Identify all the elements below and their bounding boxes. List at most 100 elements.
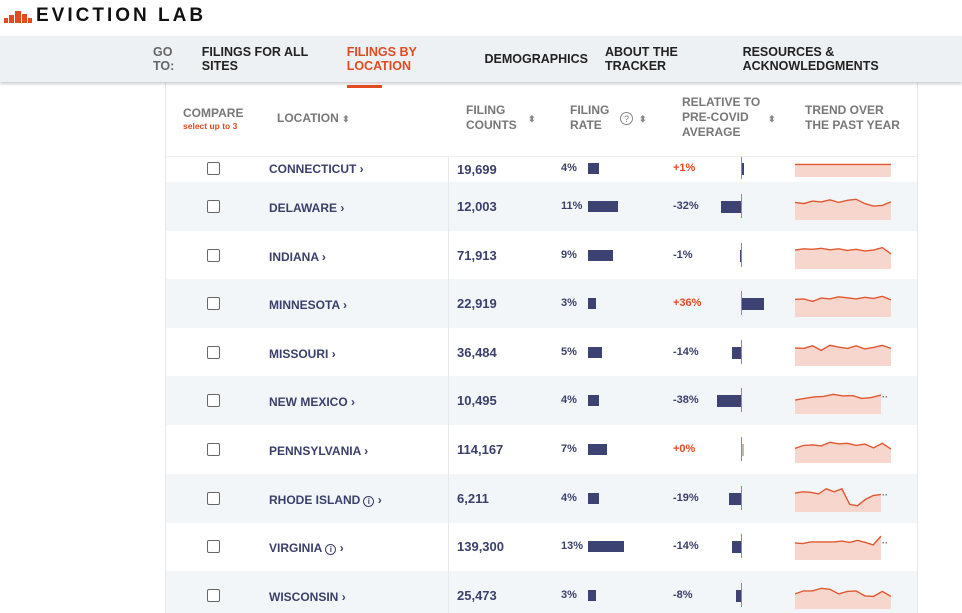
location-link[interactable]: VIRGINIA i › bbox=[269, 541, 344, 556]
nav-resources[interactable]: RESOURCES & ACKNOWLEDGMENTS bbox=[742, 45, 879, 73]
location-link[interactable]: MISSOURI › bbox=[269, 346, 336, 361]
table-row: VIRGINIA i › 139,300 13% -14% ·· bbox=[166, 522, 917, 571]
relative-bar bbox=[742, 298, 765, 311]
compare-checkbox[interactable] bbox=[207, 540, 220, 554]
compare-checkbox[interactable] bbox=[207, 297, 220, 311]
info-icon[interactable]: i bbox=[325, 544, 337, 556]
trend-area bbox=[795, 296, 891, 318]
location-link[interactable]: MINNESOTA › bbox=[269, 298, 348, 313]
location-link[interactable]: DELAWARE › bbox=[269, 201, 345, 215]
filing-rate-bar bbox=[588, 541, 624, 553]
filing-rate-bar bbox=[588, 249, 613, 261]
relative-header[interactable]: RELATIVE TO PRE-COVID AVERAGE bbox=[682, 95, 761, 139]
trend-sparkline bbox=[795, 441, 892, 463]
info-icon[interactable]: i bbox=[363, 495, 375, 507]
filing-count: 25,473 bbox=[457, 587, 497, 603]
trend-line bbox=[795, 246, 892, 255]
filing-rate-bar bbox=[588, 346, 602, 358]
trend-line bbox=[795, 587, 892, 597]
filing-rate-bar bbox=[588, 589, 597, 601]
filing-rate: 4% bbox=[561, 394, 577, 407]
relative-bar bbox=[742, 163, 744, 175]
relative-bar bbox=[721, 201, 741, 213]
filing-rate-bar bbox=[588, 163, 599, 174]
compare-header: COMPARE select up to 3 bbox=[183, 106, 244, 131]
filing-rate: 4% bbox=[561, 491, 577, 504]
help-icon[interactable]: ? bbox=[620, 112, 633, 125]
filing-rate-header[interactable]: FILING RATE bbox=[570, 103, 610, 132]
nav-about-tracker[interactable]: ABOUT THE TRACKER bbox=[604, 45, 678, 73]
trend-sparkline: ·· bbox=[795, 487, 888, 512]
compare-checkbox[interactable] bbox=[207, 200, 220, 213]
filing-rate-bar bbox=[588, 395, 599, 407]
location-link[interactable]: INDIANA › bbox=[269, 249, 326, 264]
sort-icon[interactable]: ⬍ bbox=[342, 114, 350, 124]
baseline-marker bbox=[741, 194, 742, 218]
column-divider bbox=[448, 82, 449, 613]
trend-continuation-dots: ·· bbox=[882, 538, 888, 548]
trend-sparkline bbox=[795, 246, 892, 269]
filing-count: 36,484 bbox=[457, 344, 497, 360]
table-row: DELAWARE › 12,003 11% -32% bbox=[166, 182, 917, 231]
trend-sparkline bbox=[795, 344, 892, 366]
location-link[interactable]: CONNECTICUT › bbox=[269, 162, 364, 176]
filing-count: 71,913 bbox=[457, 247, 497, 263]
sort-icon[interactable]: ⬍ bbox=[768, 114, 776, 124]
filing-rate: 3% bbox=[561, 588, 577, 601]
filing-rate: 3% bbox=[561, 297, 577, 310]
logo[interactable]: EVICTION LAB bbox=[4, 5, 206, 27]
baseline-marker bbox=[741, 437, 742, 461]
compare-checkbox[interactable] bbox=[207, 394, 220, 408]
compare-checkbox[interactable] bbox=[207, 345, 220, 359]
location-link[interactable]: NEW MEXICO › bbox=[269, 395, 356, 410]
compare-checkbox[interactable] bbox=[207, 588, 220, 602]
chevron-right-icon: › bbox=[359, 162, 364, 176]
trend-sparkline: ·· bbox=[795, 535, 888, 561]
trend-area bbox=[795, 488, 881, 512]
relative-value: -38% bbox=[673, 394, 699, 407]
trend-sparkline bbox=[795, 198, 892, 220]
compare-checkbox[interactable] bbox=[207, 491, 220, 505]
table-row: RHODE ISLAND i › 6,211 4% -19% ·· bbox=[166, 473, 917, 523]
relative-value: +36% bbox=[673, 297, 702, 310]
chevron-right-icon: › bbox=[351, 395, 356, 410]
compare-checkbox[interactable] bbox=[207, 248, 220, 262]
trend-area bbox=[795, 442, 891, 463]
trend-area bbox=[795, 536, 881, 561]
trend-area bbox=[795, 247, 891, 269]
sort-icon[interactable]: ⬍ bbox=[639, 114, 647, 124]
nav-demographics[interactable]: DEMOGRAPHICS bbox=[484, 52, 588, 66]
relative-value: -1% bbox=[673, 248, 693, 261]
relative-value: +1% bbox=[673, 162, 696, 174]
trend-sparkline bbox=[795, 587, 892, 609]
filing-rate: 4% bbox=[561, 162, 577, 174]
relative-bar bbox=[742, 444, 744, 456]
compare-checkbox[interactable] bbox=[207, 162, 220, 175]
filing-count: 10,495 bbox=[457, 393, 497, 409]
location-link[interactable]: WISCONSIN › bbox=[269, 589, 346, 604]
table-header: COMPARE select up to 3 LOCATION ⬍ FILING C… bbox=[166, 82, 917, 157]
filing-count: 139,300 bbox=[457, 539, 504, 555]
filing-rate-bar bbox=[588, 444, 608, 455]
trend-area bbox=[795, 588, 891, 609]
trend-continuation-dots: ·· bbox=[882, 392, 888, 402]
locations-table: COMPARE select up to 3 LOCATION ⬍ FILING C… bbox=[165, 82, 918, 613]
filing-counts-header[interactable]: FILING COUNTS bbox=[466, 103, 517, 132]
chevron-right-icon: › bbox=[343, 298, 348, 313]
chevron-right-icon: › bbox=[339, 541, 344, 556]
filing-rate-bar bbox=[588, 492, 599, 504]
baseline-marker bbox=[741, 534, 742, 559]
compare-checkbox[interactable] bbox=[207, 443, 220, 456]
location-link[interactable]: PENNSYLVANIA › bbox=[269, 444, 369, 458]
nav-filings-all-sites[interactable]: FILINGS FOR ALL SITES bbox=[201, 45, 309, 73]
relative-value: -14% bbox=[673, 540, 699, 553]
relative-bar bbox=[717, 395, 741, 408]
nav-filings-by-location[interactable]: FILINGS BY LOCATION bbox=[346, 45, 468, 88]
sort-icon[interactable]: ⬍ bbox=[528, 114, 536, 124]
location-link[interactable]: RHODE ISLAND i › bbox=[269, 492, 382, 507]
top-nav: GO TO: FILINGS FOR ALL SITES FILINGS BY … bbox=[0, 36, 962, 88]
location-header[interactable]: LOCATION ⬍ bbox=[277, 111, 350, 125]
filing-rate: 7% bbox=[561, 443, 577, 455]
table-row: PENNSYLVANIA › 114,167 7% +0% bbox=[166, 425, 917, 474]
trend-line bbox=[795, 441, 892, 450]
